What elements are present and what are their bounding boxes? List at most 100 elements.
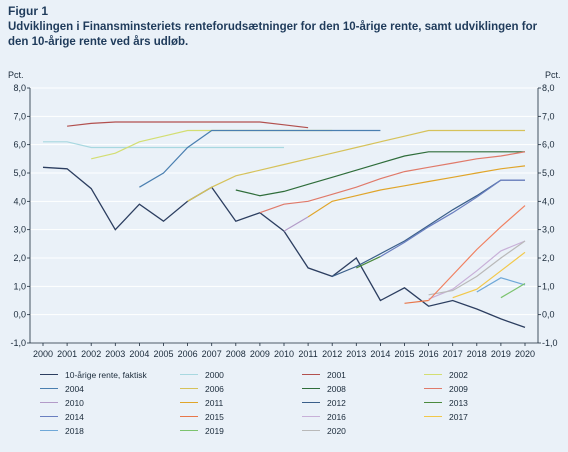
series-line-2008	[235, 151, 525, 197]
x-tick-label: 2004	[129, 349, 149, 359]
legend-label: 2018	[65, 425, 84, 436]
series-line-2010	[283, 216, 309, 232]
y-tick-label-right: 4,0	[542, 196, 555, 206]
x-tick-label: 2019	[491, 349, 511, 359]
legend-item: 2000	[180, 368, 224, 381]
figure-label: Figur 1	[8, 4, 49, 18]
y-tick-label-left: 6,0	[13, 140, 26, 150]
legend-swatch	[302, 388, 320, 389]
legend: 10-årige rente, faktisk 2000 2001 2002 2004 2…	[40, 368, 540, 448]
legend-swatch	[40, 416, 58, 417]
y-unit-right: Pct.	[545, 70, 561, 80]
legend-label: 2009	[449, 383, 468, 394]
legend-item: 2004	[40, 382, 84, 395]
legend-item: 2019	[180, 424, 224, 437]
x-tick-label: 2012	[322, 349, 342, 359]
x-tick-label: 2002	[81, 349, 101, 359]
legend-item: 2017	[424, 410, 468, 423]
legend-label: 2020	[327, 425, 346, 436]
x-tick-label: 2018	[467, 349, 487, 359]
series-line-2004	[139, 129, 381, 188]
legend-swatch	[424, 388, 442, 389]
series-group	[42, 121, 526, 329]
legend-item: 2001	[302, 368, 346, 381]
x-tick-label: 2008	[226, 349, 246, 359]
x-tick-label: 2014	[370, 349, 390, 359]
x-tick-label: 2009	[250, 349, 270, 359]
legend-label: 2008	[327, 383, 346, 394]
x-tick-label: 2015	[394, 349, 414, 359]
legend-label: 2016	[327, 411, 346, 422]
series-line-2019	[500, 282, 526, 299]
legend-label: 2011	[205, 397, 224, 408]
y-tick-label-left: 0,0	[13, 310, 26, 320]
legend-item: 2002	[424, 368, 468, 381]
y-tick-label-right: 2,0	[542, 253, 555, 263]
y-tick-label-right: 1,0	[542, 281, 555, 291]
legend-label: 2017	[449, 411, 468, 422]
y-tick-label-right: 5,0	[542, 168, 555, 178]
legend-swatch	[40, 430, 58, 431]
legend-label: 10-årige rente, faktisk	[65, 369, 147, 380]
legend-item: 2015	[180, 410, 224, 423]
y-tick-label-right: -1,0	[542, 338, 558, 348]
axes	[27, 87, 541, 346]
y-tick-label-right: 0,0	[542, 310, 555, 320]
legend-swatch	[40, 388, 58, 389]
series-line-2006	[187, 129, 525, 202]
x-tick-label: 2005	[153, 349, 173, 359]
legend-item: 2020	[302, 424, 346, 437]
series-line-2017	[452, 251, 526, 299]
legend-swatch	[424, 374, 442, 375]
legend-label: 2019	[205, 425, 224, 436]
y-tick-label-left: 5,0	[13, 168, 26, 178]
legend-swatch	[180, 388, 198, 389]
legend-label: 2014	[65, 411, 84, 422]
series-line-2001	[67, 121, 309, 129]
legend-item: 2018	[40, 424, 84, 437]
legend-swatch	[302, 416, 320, 417]
legend-item: 2006	[180, 382, 224, 395]
series-line-2018	[476, 277, 526, 293]
y-tick-label-left: 7,0	[13, 111, 26, 121]
y-tick-label-left: 4,0	[13, 196, 26, 206]
legend-label: 2006	[205, 383, 224, 394]
x-tick-label: 2010	[274, 349, 294, 359]
legend-label: 2015	[205, 411, 224, 422]
legend-item: 2010	[40, 396, 84, 409]
series-line-2013	[356, 256, 381, 269]
x-tick-label: 2013	[346, 349, 366, 359]
legend-label: 2013	[449, 397, 468, 408]
series-line-2016-late-	[428, 205, 526, 301]
series-line-2000	[43, 141, 284, 149]
legend-swatch	[302, 402, 320, 403]
legend-label: 2010	[65, 397, 84, 408]
y-tick-label-left: 2,0	[13, 253, 26, 263]
series-line-2011	[307, 165, 526, 218]
series-line-2015	[404, 299, 429, 304]
x-tick-label: 2016	[419, 349, 439, 359]
y-tick-label-right: 8,0	[542, 83, 555, 93]
legend-item: 2012	[302, 396, 346, 409]
x-tick-label: 2006	[178, 349, 198, 359]
y-tick-label-right: 6,0	[542, 140, 555, 150]
series-line-2020	[428, 240, 526, 296]
legend-label: 2001	[327, 369, 346, 380]
legend-item: 10-årige rente, faktisk	[40, 368, 147, 381]
legend-label: 2002	[449, 369, 468, 380]
x-tick-label: 2020	[515, 349, 535, 359]
y-tick-label-right: 3,0	[542, 225, 555, 235]
legend-label: 2012	[327, 397, 346, 408]
legend-item: 2016	[302, 410, 346, 423]
x-tick-label: 2003	[105, 349, 125, 359]
tick-labels: -1,0 0,0 1,0 2,0 3,0 4,0 5,0 6,0 7,0 8,0 -1,0 0,0 1,…	[8, 70, 561, 359]
legend-swatch	[180, 374, 198, 375]
legend-item: 2008	[302, 382, 346, 395]
y-tick-label-left: -1,0	[10, 338, 26, 348]
legend-item: 2013	[424, 396, 468, 409]
legend-label: 2004	[65, 383, 84, 394]
x-tick-label: 2007	[202, 349, 222, 359]
y-tick-label-left: 1,0	[13, 281, 26, 291]
series-line-2009	[259, 151, 526, 214]
